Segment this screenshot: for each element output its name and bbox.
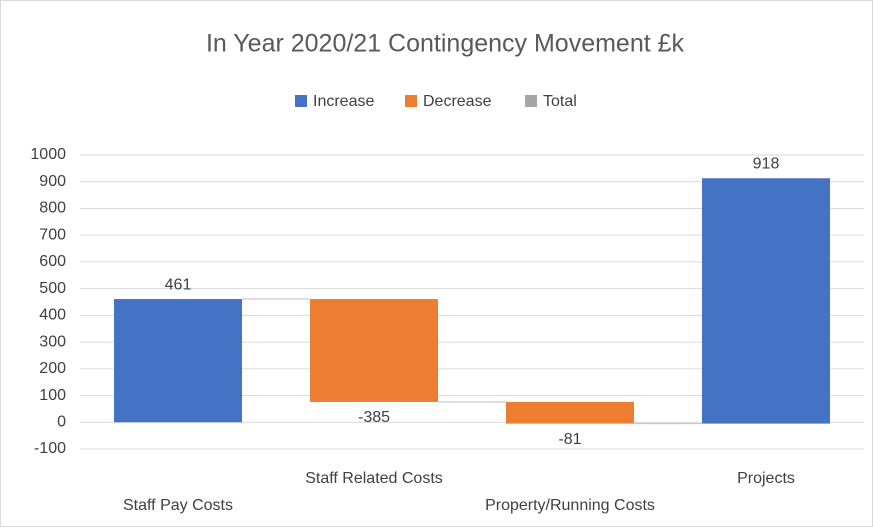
legend-label: Increase — [313, 93, 374, 110]
data-label: 918 — [753, 155, 780, 172]
bar — [506, 401, 634, 424]
y-tick-label: 800 — [39, 200, 66, 217]
legend-swatch — [295, 95, 307, 107]
y-tick-label: 0 — [57, 413, 66, 430]
y-tick-label: 400 — [39, 307, 66, 324]
legend-swatch — [525, 95, 537, 107]
y-tick-label: 600 — [39, 253, 66, 270]
y-tick-label: 1000 — [30, 146, 66, 163]
data-label: 461 — [165, 276, 192, 293]
bar — [310, 299, 438, 402]
y-tick-label: 200 — [39, 360, 66, 377]
y-tick-label: 300 — [39, 333, 66, 350]
bar — [114, 299, 242, 423]
x-tick-label: Projects — [737, 470, 795, 487]
x-tick-label: Property/Running Costs — [485, 497, 655, 514]
y-tick-label: 500 — [39, 280, 66, 297]
legend-label: Decrease — [423, 93, 492, 110]
legend-swatch — [405, 95, 417, 107]
y-tick-label: 900 — [39, 173, 66, 190]
bar — [702, 178, 830, 424]
x-tick-label: Staff Related Costs — [305, 470, 443, 487]
legend-label: Total — [543, 93, 577, 110]
data-label: -81 — [558, 431, 581, 448]
y-tick-label: 700 — [39, 226, 66, 243]
chart-title: In Year 2020/21 Contingency Movement £k — [206, 30, 685, 58]
x-tick-label: Staff Pay Costs — [123, 497, 233, 514]
data-label: -385 — [358, 409, 390, 426]
y-tick-label: -100 — [34, 440, 66, 457]
y-tick-label: 100 — [39, 387, 66, 404]
